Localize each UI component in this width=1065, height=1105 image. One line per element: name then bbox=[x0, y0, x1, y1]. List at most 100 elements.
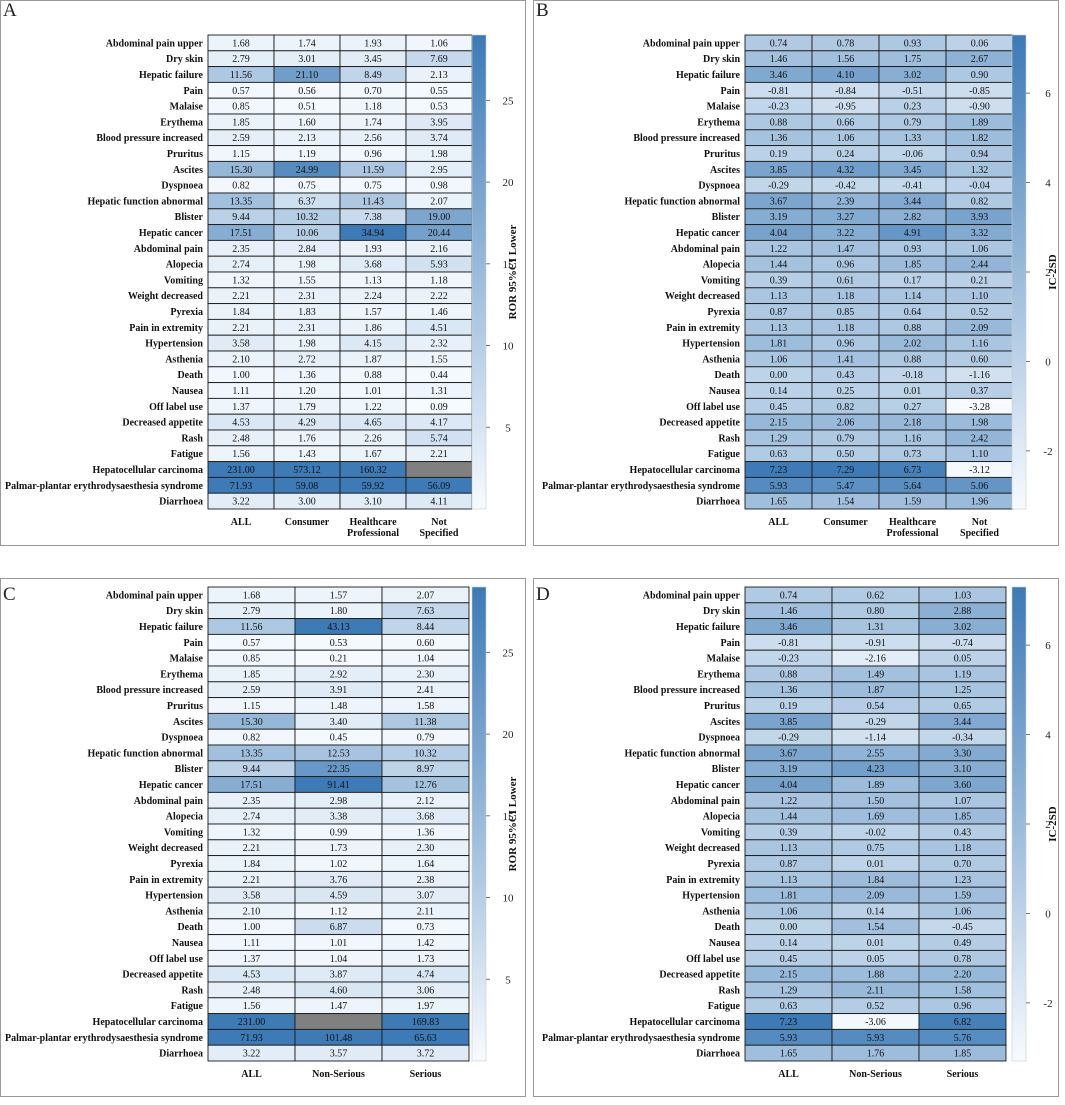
cell-value: 3.68 bbox=[364, 260, 382, 271]
row-label: Pain in extremity bbox=[666, 875, 740, 886]
cell-value: 0.94 bbox=[971, 149, 989, 160]
cell-value: 19.00 bbox=[428, 212, 451, 223]
cell-value: 1.82 bbox=[971, 133, 989, 144]
cell-value: 0.52 bbox=[867, 1001, 885, 1012]
colorbar-gradient bbox=[1011, 586, 1027, 1062]
cell-value: 169.83 bbox=[412, 1017, 440, 1028]
cell-value: 59.92 bbox=[362, 481, 385, 492]
panel-letter: B bbox=[536, 0, 549, 21]
colorbar-tick-label: 20 bbox=[503, 729, 515, 741]
cell-value: 1.98 bbox=[298, 260, 316, 271]
cell-value: 11.43 bbox=[362, 196, 384, 207]
cell-value: 3.85 bbox=[770, 165, 788, 176]
cell-value: 3.10 bbox=[954, 764, 972, 775]
colorbar-tick-label: 4 bbox=[1045, 730, 1051, 742]
cell-value: 1.65 bbox=[770, 497, 788, 508]
cell-value: 0.57 bbox=[232, 86, 250, 97]
cell-value: 1.58 bbox=[954, 985, 972, 996]
cell-value: 0.55 bbox=[430, 86, 448, 97]
colorbar: -2 0 2 4 6 IC-2SD bbox=[1011, 34, 1059, 510]
cell-value: 1.85 bbox=[904, 260, 922, 271]
cell-value: 0.78 bbox=[954, 954, 972, 965]
cell-value: 0.27 bbox=[904, 402, 922, 413]
cell-value: -3.28 bbox=[969, 402, 990, 413]
panel-A: A 1.68 1.74 1.93 1.06 2.79 3.01 3.45 7.69 11.56 21… bbox=[0, 0, 526, 546]
cell-value: 17.51 bbox=[240, 780, 263, 791]
row-label: Dyspnoea bbox=[161, 733, 203, 744]
cell-value: 1.74 bbox=[298, 38, 316, 49]
column-label: Professional bbox=[886, 528, 938, 539]
cell-value: 101.48 bbox=[325, 1033, 353, 1044]
cell-value: 7.23 bbox=[770, 465, 788, 476]
cell-value: 13.35 bbox=[240, 748, 263, 759]
cell-value: 1.76 bbox=[867, 1049, 885, 1060]
row-label: Hypertension bbox=[145, 891, 203, 902]
cell-value: 17.51 bbox=[230, 228, 253, 239]
row-label: Palmar-plantar erythrodysaesthesia syndr… bbox=[542, 1033, 741, 1044]
row-label: Weight decreased bbox=[665, 291, 741, 302]
colorbar-tick-label: 6 bbox=[1045, 88, 1051, 100]
cell-value: 3.22 bbox=[243, 1049, 261, 1060]
row-label: Diarrhoea bbox=[696, 1049, 740, 1060]
cell-value: 0.50 bbox=[837, 449, 855, 460]
row-label: Blood pressure increased bbox=[96, 133, 203, 144]
row-labels: Abdominal pain upper Dry skin Hepatic fail… bbox=[5, 38, 204, 507]
cell-value: 0.01 bbox=[867, 859, 885, 870]
cell-value: 2.38 bbox=[417, 875, 435, 886]
cell-value: 3.00 bbox=[298, 497, 316, 508]
row-label: Abdominal pain upper bbox=[106, 38, 204, 49]
cell-value: -1.14 bbox=[865, 733, 886, 744]
cell-value: 1.98 bbox=[298, 339, 316, 350]
cell-value: 1.81 bbox=[780, 891, 798, 902]
cell-value: 1.00 bbox=[243, 922, 261, 933]
cell-value: 2.84 bbox=[298, 244, 316, 255]
panel-frame bbox=[533, 0, 1059, 546]
cell-value: 3.19 bbox=[770, 212, 788, 223]
row-label: Hepatic failure bbox=[676, 622, 741, 633]
cell-value: 4.11 bbox=[430, 497, 447, 508]
row-label: Pain in extremity bbox=[666, 323, 740, 334]
cell-value: 11.56 bbox=[230, 70, 252, 81]
cell-value: 0.63 bbox=[770, 449, 788, 460]
cell-value: 1.18 bbox=[837, 291, 855, 302]
cell-value: 1.42 bbox=[417, 938, 435, 949]
cell-value: 3.87 bbox=[330, 970, 348, 981]
cell-value: 1.44 bbox=[770, 260, 788, 271]
cell-value: 1.06 bbox=[770, 354, 788, 365]
cell-value: 0.14 bbox=[770, 386, 788, 397]
cell-value: 5.06 bbox=[971, 481, 989, 492]
row-label: Pain in extremity bbox=[129, 875, 203, 886]
cell-value: 1.15 bbox=[243, 701, 261, 712]
cell-value: 1.59 bbox=[954, 891, 972, 902]
cell-value: 1.36 bbox=[417, 827, 435, 838]
colorbar: -2 0 2 4 6 IC-2SD bbox=[1011, 586, 1059, 1062]
row-label: Off label use bbox=[686, 402, 740, 413]
row-label: Dry skin bbox=[166, 606, 203, 617]
cell-value: 1.37 bbox=[232, 402, 250, 413]
row-label: Fatigue bbox=[171, 1001, 204, 1012]
cell-value: 1.54 bbox=[867, 922, 885, 933]
cell-value: 1.11 bbox=[243, 938, 260, 949]
cell-value: 2.74 bbox=[232, 260, 250, 271]
column-label: Healthcare bbox=[889, 517, 937, 528]
colorbar: 5 10 15 20 25 ROR 95%CI Lower bbox=[471, 34, 519, 510]
cell-value: 2.44 bbox=[971, 260, 989, 271]
cell-value: 6.37 bbox=[298, 196, 316, 207]
cell-value: 4.10 bbox=[837, 70, 855, 81]
cell-value: 2.09 bbox=[971, 323, 989, 334]
cell-value: 2.56 bbox=[364, 133, 382, 144]
cell-value: 1.96 bbox=[971, 497, 989, 508]
cell-value: 1.31 bbox=[430, 386, 448, 397]
cell-value: 4.51 bbox=[430, 323, 448, 334]
cell-value: 2.18 bbox=[904, 418, 922, 429]
row-label: Abdominal pain upper bbox=[106, 590, 204, 601]
row-label: Dry skin bbox=[703, 54, 740, 65]
cell-value: -0.74 bbox=[952, 638, 973, 649]
cell-value: 0.17 bbox=[904, 275, 922, 286]
row-label: Hepatic failure bbox=[139, 70, 204, 81]
cell-value: 0.75 bbox=[364, 181, 382, 192]
cell-value: 0.93 bbox=[904, 38, 922, 49]
column-label: ALL bbox=[231, 517, 252, 528]
cell-value: 1.65 bbox=[780, 1049, 798, 1060]
